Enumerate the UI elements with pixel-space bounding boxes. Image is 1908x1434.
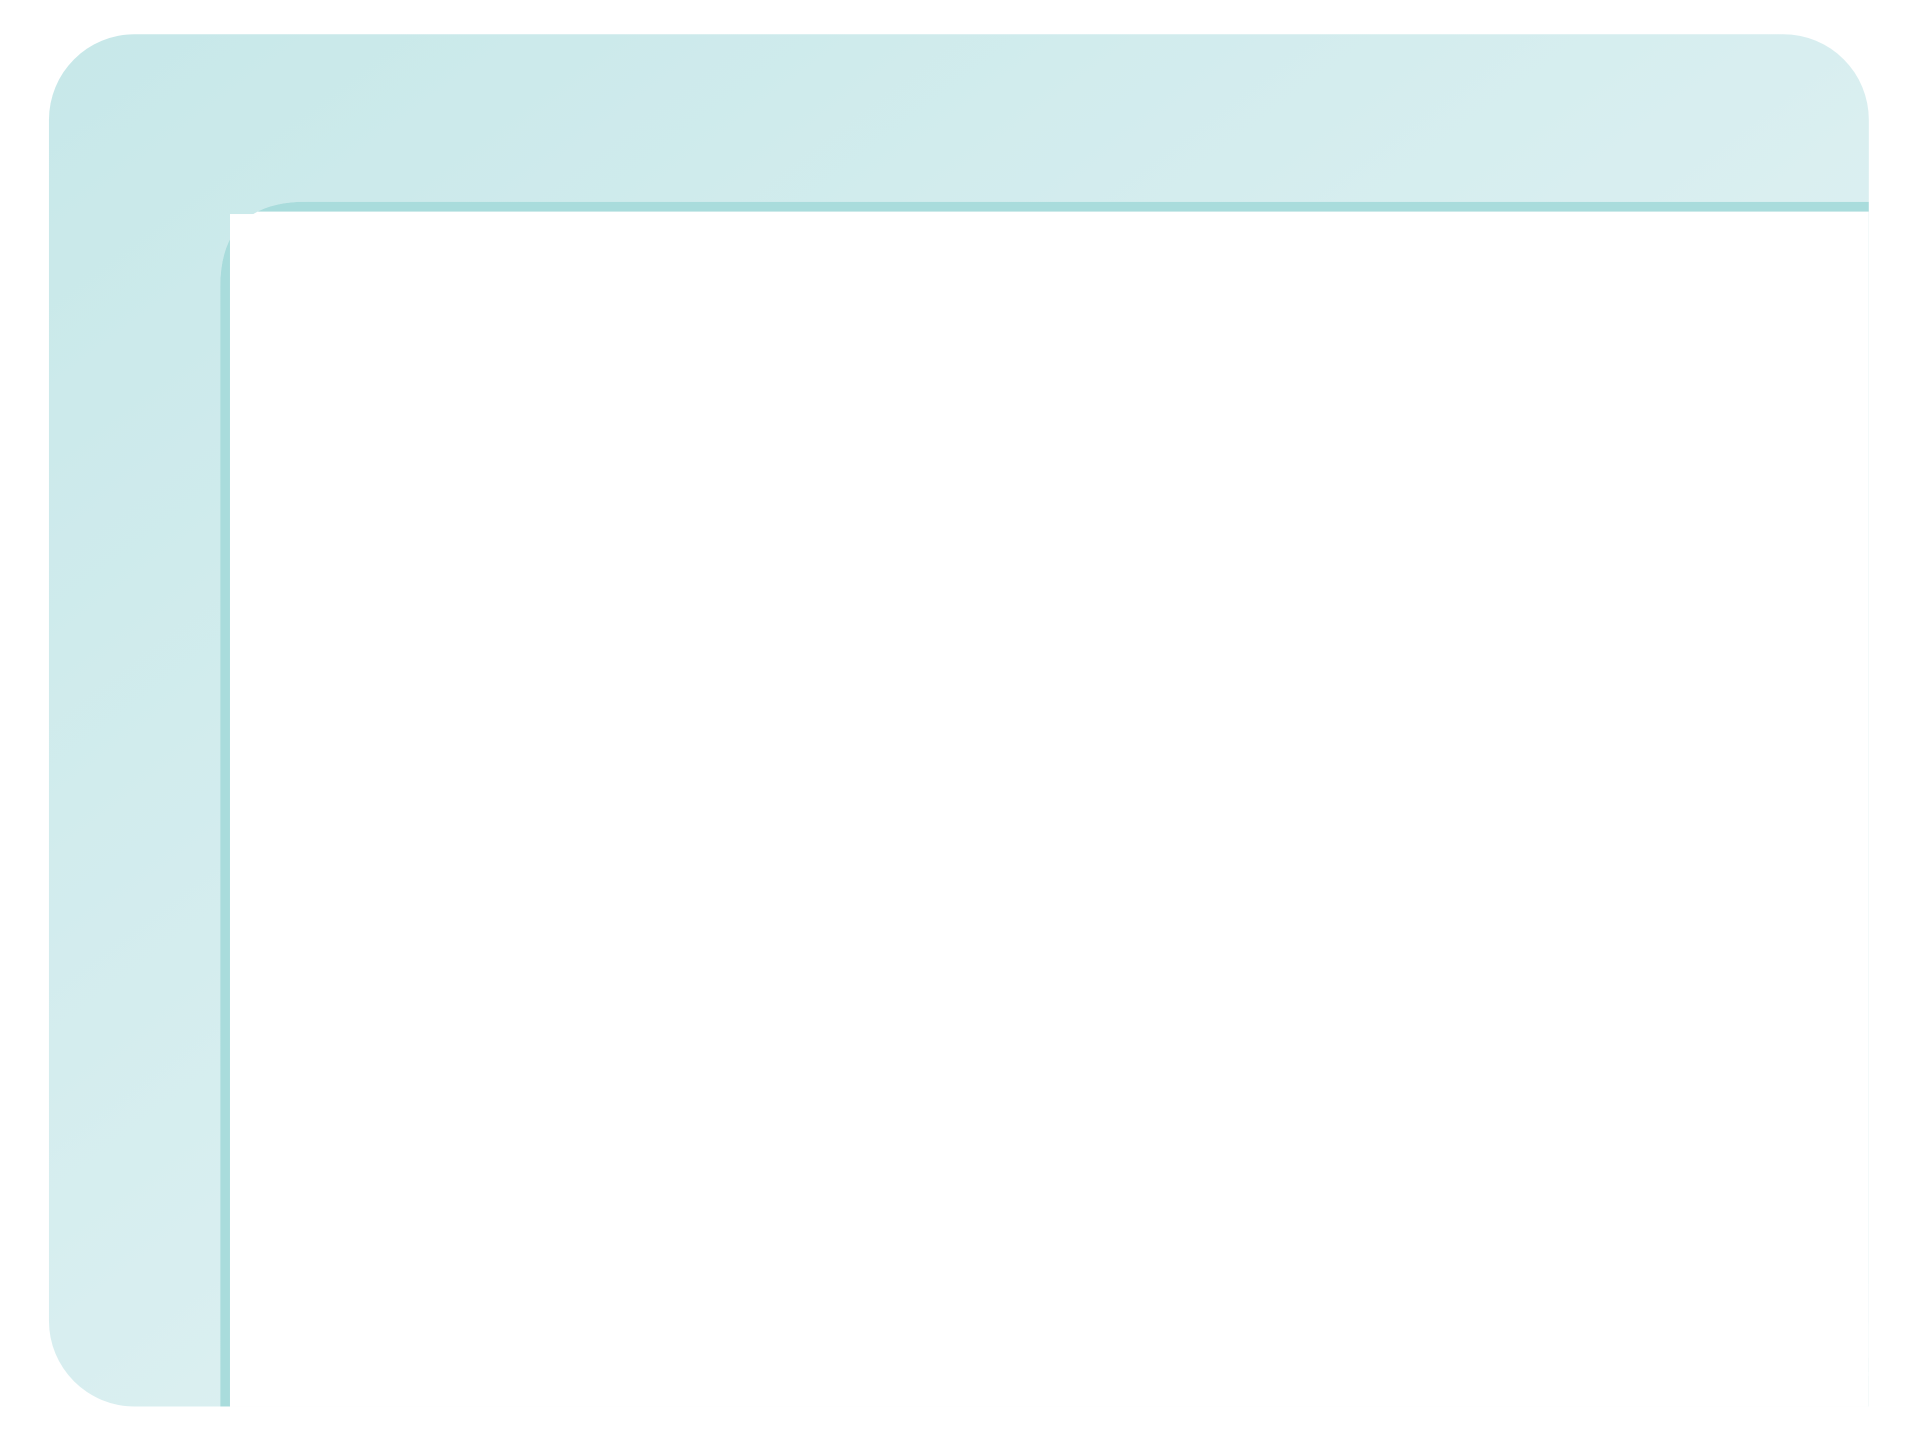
sheet-window (220, 201, 1869, 1407)
sheet (229, 211, 1869, 1407)
